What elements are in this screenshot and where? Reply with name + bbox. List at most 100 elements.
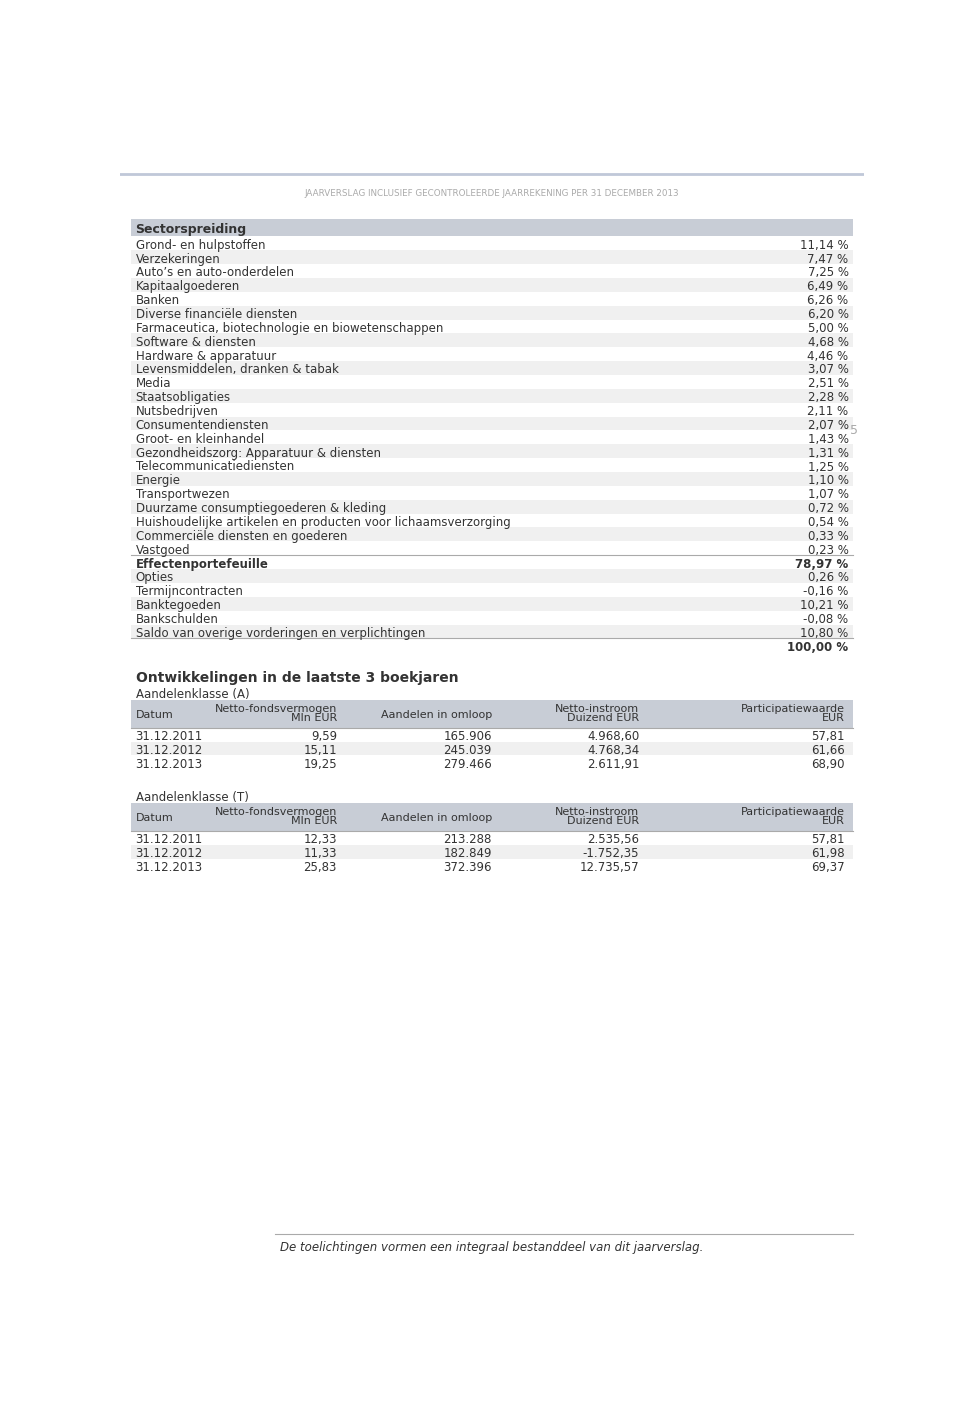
FancyBboxPatch shape	[131, 830, 853, 844]
FancyBboxPatch shape	[131, 431, 853, 445]
Text: Banktegoeden: Banktegoeden	[135, 599, 222, 611]
Text: 7,25 %: 7,25 %	[807, 267, 849, 280]
Text: 31.12.2013: 31.12.2013	[135, 758, 203, 771]
Text: EUR: EUR	[822, 816, 845, 826]
Text: Verzekeringen: Verzekeringen	[135, 253, 220, 265]
Text: 15,11: 15,11	[303, 744, 337, 757]
Text: Media: Media	[135, 377, 171, 390]
Text: Duizend EUR: Duizend EUR	[567, 816, 639, 826]
Text: 31.12.2011: 31.12.2011	[135, 730, 203, 743]
Text: EUR: EUR	[822, 713, 845, 723]
Text: Banken: Banken	[135, 294, 180, 308]
FancyBboxPatch shape	[131, 624, 853, 638]
Text: 165.906: 165.906	[444, 730, 492, 743]
Text: 11,14 %: 11,14 %	[800, 239, 849, 251]
FancyBboxPatch shape	[131, 306, 853, 319]
FancyBboxPatch shape	[131, 541, 853, 555]
Text: 2.535,56: 2.535,56	[588, 833, 639, 846]
Text: 57,81: 57,81	[811, 730, 845, 743]
Text: 2,07 %: 2,07 %	[807, 419, 849, 432]
FancyBboxPatch shape	[131, 388, 853, 402]
Text: Kapitaalgoederen: Kapitaalgoederen	[135, 281, 240, 294]
Text: 10,21 %: 10,21 %	[800, 599, 849, 611]
FancyBboxPatch shape	[131, 292, 853, 306]
FancyBboxPatch shape	[131, 555, 853, 569]
Text: Mln EUR: Mln EUR	[291, 816, 337, 826]
FancyBboxPatch shape	[131, 472, 853, 486]
Text: 31.12.2011: 31.12.2011	[135, 833, 203, 846]
Text: Transportwezen: Transportwezen	[135, 489, 229, 501]
Text: 12,33: 12,33	[303, 833, 337, 846]
Text: 61,66: 61,66	[811, 744, 845, 757]
Text: 4,68 %: 4,68 %	[807, 336, 849, 349]
Text: Netto-instroom: Netto-instroom	[555, 703, 639, 714]
Text: Energie: Energie	[135, 474, 180, 487]
Text: 11,33: 11,33	[303, 847, 337, 860]
Text: Participatiewaarde: Participatiewaarde	[740, 703, 845, 714]
Text: Netto-instroom: Netto-instroom	[555, 808, 639, 818]
FancyBboxPatch shape	[131, 250, 853, 264]
Text: Software & diensten: Software & diensten	[135, 336, 255, 349]
FancyBboxPatch shape	[131, 361, 853, 376]
Text: Aandelen in omloop: Aandelen in omloop	[381, 813, 492, 823]
Text: Vastgoed: Vastgoed	[135, 544, 190, 556]
Text: 9,59: 9,59	[311, 730, 337, 743]
Text: -0,16 %: -0,16 %	[804, 585, 849, 599]
Text: Netto-fondsvermogen: Netto-fondsvermogen	[215, 808, 337, 818]
Text: 2,11 %: 2,11 %	[807, 405, 849, 418]
Text: 6,26 %: 6,26 %	[807, 294, 849, 308]
Text: 19,25: 19,25	[303, 758, 337, 771]
FancyBboxPatch shape	[131, 219, 853, 236]
FancyBboxPatch shape	[131, 514, 853, 528]
Text: JAARVERSLAG INCLUSIEF GECONTROLEERDE JAARREKENING PER 31 DECEMBER 2013: JAARVERSLAG INCLUSIEF GECONTROLEERDE JAA…	[304, 189, 680, 198]
Text: Datum: Datum	[135, 813, 173, 823]
Text: 1,07 %: 1,07 %	[807, 489, 849, 501]
Text: Telecommunicatiediensten: Telecommunicatiediensten	[135, 460, 294, 473]
Text: Bankschulden: Bankschulden	[135, 613, 218, 626]
FancyBboxPatch shape	[131, 402, 853, 417]
Text: 0,54 %: 0,54 %	[807, 515, 849, 530]
FancyBboxPatch shape	[131, 727, 853, 741]
Text: 31.12.2013: 31.12.2013	[135, 861, 203, 874]
FancyBboxPatch shape	[131, 376, 853, 388]
Text: 7,47 %: 7,47 %	[807, 253, 849, 265]
Text: Termijncontracten: Termijncontracten	[135, 585, 242, 599]
Text: 10,80 %: 10,80 %	[801, 627, 849, 640]
Text: Consumentendiensten: Consumentendiensten	[135, 419, 269, 432]
Text: Farmaceutica, biotechnologie en biowetenschappen: Farmaceutica, biotechnologie en bioweten…	[135, 322, 443, 335]
Text: Groot- en kleinhandel: Groot- en kleinhandel	[135, 433, 264, 446]
Text: 372.396: 372.396	[444, 861, 492, 874]
Text: 213.288: 213.288	[444, 833, 492, 846]
FancyBboxPatch shape	[131, 445, 853, 457]
Text: Aandelenklasse (T): Aandelenklasse (T)	[135, 791, 249, 803]
Text: 0,33 %: 0,33 %	[807, 530, 849, 542]
FancyBboxPatch shape	[131, 569, 853, 583]
Text: 0,26 %: 0,26 %	[807, 572, 849, 585]
Text: Hardware & apparatuur: Hardware & apparatuur	[135, 350, 276, 363]
FancyBboxPatch shape	[131, 755, 853, 770]
FancyBboxPatch shape	[131, 333, 853, 347]
Text: 4.768,34: 4.768,34	[587, 744, 639, 757]
FancyBboxPatch shape	[131, 486, 853, 500]
Text: Participatiewaarde: Participatiewaarde	[740, 808, 845, 818]
FancyBboxPatch shape	[131, 457, 853, 472]
FancyBboxPatch shape	[131, 597, 853, 610]
Text: 0,23 %: 0,23 %	[807, 544, 849, 556]
Text: 4.968,60: 4.968,60	[587, 730, 639, 743]
Text: 2.611,91: 2.611,91	[587, 758, 639, 771]
FancyBboxPatch shape	[131, 278, 853, 292]
Text: Commerciële diensten en goederen: Commerciële diensten en goederen	[135, 530, 347, 542]
Text: 6,20 %: 6,20 %	[807, 308, 849, 321]
Text: 31.12.2012: 31.12.2012	[135, 744, 203, 757]
Text: Datum: Datum	[135, 710, 173, 720]
Text: Huishoudelijke artikelen en producten voor lichaamsverzorging: Huishoudelijke artikelen en producten vo…	[135, 515, 511, 530]
Text: 6,49 %: 6,49 %	[807, 281, 849, 294]
FancyBboxPatch shape	[131, 610, 853, 624]
Text: 68,90: 68,90	[811, 758, 845, 771]
FancyBboxPatch shape	[131, 858, 853, 873]
Text: De toelichtingen vormen een integraal bestanddeel van dit jaarverslag.: De toelichtingen vormen een integraal be…	[280, 1241, 704, 1254]
Text: 69,37: 69,37	[811, 861, 845, 874]
FancyBboxPatch shape	[131, 319, 853, 333]
Text: Levensmiddelen, dranken & tabak: Levensmiddelen, dranken & tabak	[135, 363, 338, 377]
Text: Effectenportefeuille: Effectenportefeuille	[135, 558, 269, 570]
